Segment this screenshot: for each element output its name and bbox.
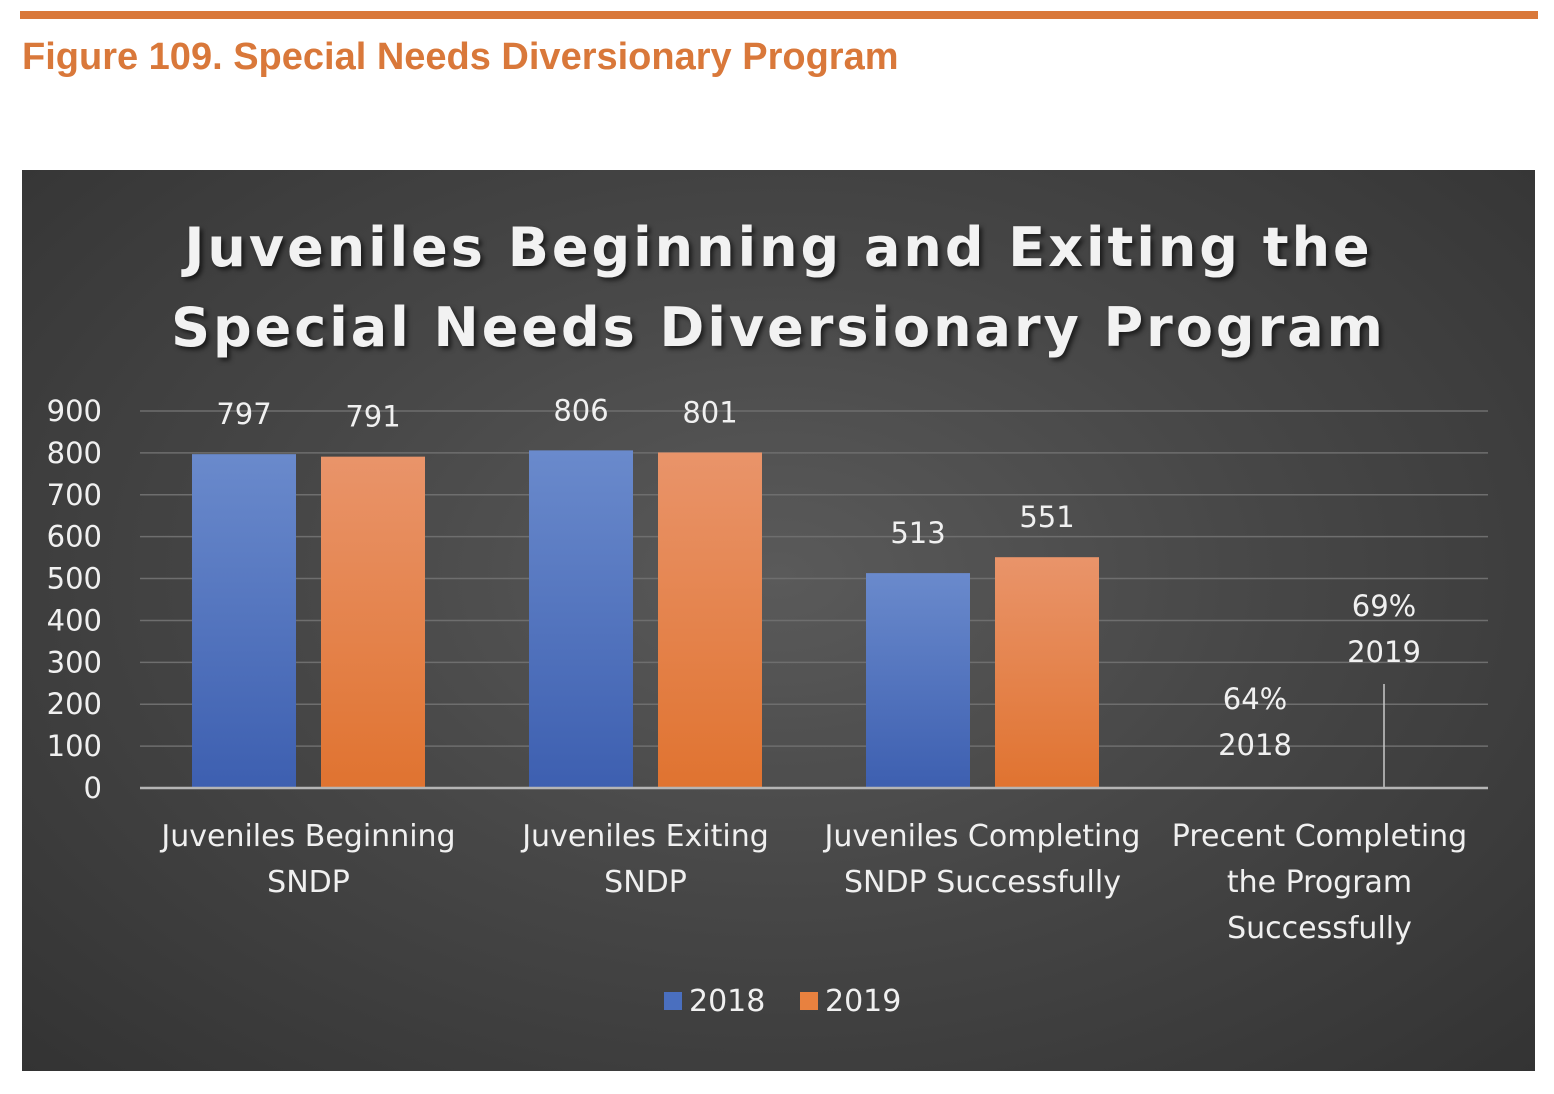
y-tick-label: 600 [47, 520, 102, 554]
data-label: 797 [216, 397, 271, 431]
category-label: Juveniles Exiting [520, 819, 769, 854]
data-label: 64% [1223, 682, 1287, 716]
category-label: SNDP Successfully [844, 865, 1121, 900]
legend-label-2018: 2018 [689, 984, 765, 1019]
bar-2018-2 [866, 573, 970, 788]
y-tick-label: 800 [47, 436, 102, 470]
category-label: Juveniles Completing [823, 819, 1141, 854]
category-label: the Program [1227, 865, 1412, 900]
y-tick-label: 700 [47, 478, 102, 512]
legend-label-2019: 2019 [825, 984, 901, 1019]
y-tick-label: 300 [47, 645, 102, 679]
data-label: 806 [553, 393, 608, 427]
top-rule [20, 11, 1538, 19]
bar-2018-0 [192, 454, 296, 788]
category-label: SNDP [604, 865, 687, 900]
data-label: 69% [1352, 589, 1416, 623]
bar-2018-1 [529, 450, 633, 788]
y-tick-label: 100 [47, 729, 102, 763]
y-tick-label: 0 [84, 771, 102, 805]
category-label: Successfully [1227, 911, 1412, 946]
chart-panel: Juveniles Beginning and Exiting the Spec… [22, 170, 1535, 1071]
y-tick-label: 500 [47, 562, 102, 596]
bar-2019-1 [658, 452, 762, 788]
y-tick-label: 400 [47, 603, 102, 637]
bar-chart: 0 100 200 300 400 500 600 700 800 900 797 791 Juveni… [47, 393, 1488, 1019]
legend-swatch-2019 [800, 992, 818, 1010]
data-label: 801 [682, 395, 737, 429]
legend-swatch-2018 [664, 992, 682, 1010]
y-tick-label: 200 [47, 687, 102, 721]
bar-2019-2 [995, 557, 1099, 788]
category-label: Juveniles Beginning [159, 819, 455, 854]
data-label: 513 [890, 516, 945, 550]
chart-title: Juveniles Beginning and Exiting the Spec… [22, 208, 1535, 368]
y-tick-label: 900 [47, 394, 102, 428]
data-label: 2019 [1347, 635, 1421, 669]
figure-caption: Figure 109. Special Needs Diversionary P… [22, 36, 899, 78]
data-label: 551 [1019, 500, 1074, 534]
category-label: SNDP [267, 865, 350, 900]
data-label: 791 [345, 400, 400, 434]
chart-title-line-1: Juveniles Beginning and Exiting the [184, 216, 1373, 279]
bar-2019-0 [321, 456, 425, 788]
chart-title-line-2: Special Needs Diversionary Program [171, 296, 1386, 359]
category-label: Precent Completing [1172, 819, 1467, 854]
data-label: 2018 [1218, 728, 1292, 762]
